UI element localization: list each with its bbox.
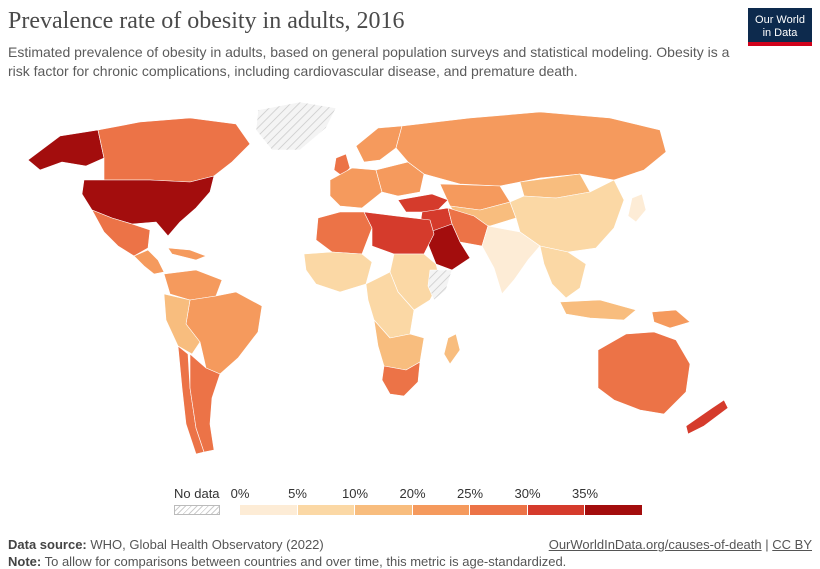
color-legend: No data 0% 5% 10% 20% 25% 30% 35% <box>0 486 820 526</box>
region-russia[interactable] <box>395 111 667 187</box>
chart-subtitle: Estimated prevalence of obesity in adult… <box>8 44 730 79</box>
region-new-zealand[interactable] <box>685 399 729 435</box>
owid-logo[interactable]: Our World in Data <box>748 8 812 46</box>
region-png[interactable] <box>651 309 691 329</box>
region-caribbean[interactable] <box>167 247 207 261</box>
legend-tick-label: 20% <box>399 486 426 501</box>
legend-tick-label: 0% <box>230 486 250 501</box>
region-south-america-north[interactable] <box>163 269 223 301</box>
footer-note: Note: To allow for comparisons between c… <box>8 554 812 569</box>
region-andes[interactable] <box>163 293 201 355</box>
legend-bin[interactable] <box>412 505 470 515</box>
region-north-africa-west[interactable] <box>315 211 373 255</box>
region-europe-west[interactable] <box>329 167 383 209</box>
footer-separator: | <box>765 537 769 552</box>
region-turkey[interactable] <box>397 193 449 213</box>
legend-tick-label: 5% <box>288 486 307 501</box>
region-scandinavia[interactable] <box>355 125 403 163</box>
legend-bin[interactable] <box>355 505 413 515</box>
region-south-africa[interactable] <box>381 361 421 397</box>
legend-tick-label: 30% <box>514 486 541 501</box>
note-text: To allow for comparisons between countri… <box>44 554 567 569</box>
footer-source: Data source: WHO, Global Health Observat… <box>8 537 812 552</box>
note-label: Note: <box>8 554 42 569</box>
region-greenland[interactable] <box>255 101 337 151</box>
region-mexico[interactable] <box>91 209 151 257</box>
legend-bin[interactable] <box>297 505 355 515</box>
region-canada[interactable] <box>97 117 251 183</box>
region-southeast-asia[interactable] <box>539 245 587 299</box>
region-argentina[interactable] <box>189 353 221 453</box>
region-west-africa[interactable] <box>303 251 373 293</box>
region-india[interactable] <box>481 225 541 295</box>
legend-tick-label: 35% <box>571 486 599 501</box>
chart-title: Prevalence rate of obesity in adults, 20… <box>8 8 405 34</box>
legend-no-data-swatch <box>174 505 220 515</box>
legend-bin[interactable] <box>470 505 528 515</box>
region-alaska[interactable] <box>27 129 105 171</box>
logo-line-1: Our World <box>755 14 805 26</box>
legend-tick-label: 10% <box>341 486 369 501</box>
region-somalia[interactable] <box>427 269 453 301</box>
source-label: Data source: <box>8 537 87 552</box>
legend-tick-label: 25% <box>456 486 484 501</box>
source-text: WHO, Global Health Observatory (2022) <box>90 537 324 552</box>
region-madagascar[interactable] <box>443 333 461 365</box>
license-link[interactable]: CC BY <box>772 537 812 552</box>
legend-bin[interactable] <box>240 505 298 515</box>
footer-links: OurWorldInData.org/causes-of-death | CC … <box>549 537 812 552</box>
region-australia[interactable] <box>597 331 691 415</box>
legend-bin[interactable] <box>585 505 643 515</box>
legend-bin[interactable] <box>527 505 585 515</box>
region-central-america[interactable] <box>133 249 165 275</box>
region-japan[interactable] <box>627 193 647 223</box>
source-link[interactable]: OurWorldInData.org/causes-of-death <box>548 537 762 552</box>
world-map[interactable] <box>0 88 820 478</box>
legend-no-data-label: No data <box>174 486 220 501</box>
region-indonesia[interactable] <box>559 299 637 321</box>
logo-line-2: in Data <box>762 27 798 39</box>
